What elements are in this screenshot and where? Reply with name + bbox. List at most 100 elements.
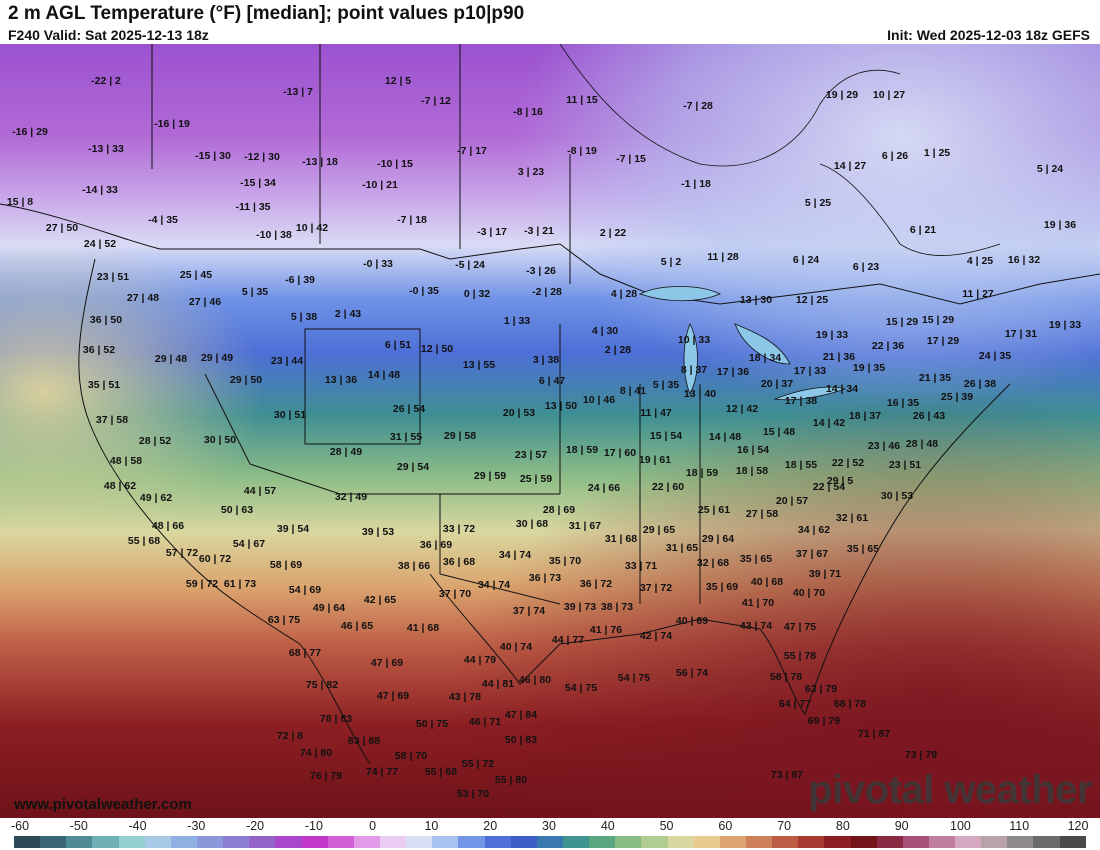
point-value-label: 69 | 79 [807,715,841,727]
colorbar-swatch [406,836,433,848]
point-value-label: 58 | 69 [269,559,303,571]
point-value-label: 83 | 88 [347,735,381,747]
colorbar-tick-label: -10 [304,819,323,833]
point-value-label: 17 | 33 [793,365,827,377]
colorbar-tick-label: 50 [659,819,674,833]
point-value-label: -3 | 21 [524,225,554,237]
init-time: Init: Wed 2025-12-03 18z GEFS [887,27,1090,43]
temperature-map: -22 | 2 -16 | 29 -13 | 33 -16 | 19 -13 | 7 12… [0,44,1100,818]
point-value-label: 8 | 41 [619,385,647,397]
point-value-label: 33 | 72 [442,523,476,535]
header: 2 m AGL Temperature (°F) [median]; point… [0,0,1100,44]
colorbar-swatch [641,836,668,848]
colorbar-swatch [144,836,171,848]
point-value-label: 5 | 25 [804,197,832,209]
point-value-label: 32 | 61 [835,512,869,524]
colorbar-swatch [66,836,93,848]
website-label: www.pivotalweather.com [14,796,192,813]
point-value-label: -11 | 35 [235,201,271,213]
point-value-label: 14 | 34 [825,383,859,395]
point-value-label: 32 | 49 [334,491,368,503]
point-value-label: 24 | 66 [587,482,621,494]
point-value-label: 74 | 80 [299,747,333,759]
colorbar-swatch [928,836,956,848]
great-lakes [638,286,847,401]
valid-time: F240 Valid: Sat 2025-12-13 18z [8,27,209,43]
point-value-label: -7 | 28 [683,100,713,112]
point-value-label: 29 | 65 [642,524,676,536]
point-value-label: 30 | 68 [515,518,549,530]
point-value-label: 36 | 72 [579,578,613,590]
point-value-label: 33 | 71 [624,560,658,572]
point-value-label: 46 | 71 [468,716,502,728]
colorbar-swatch [562,836,590,848]
point-value-label: 18 | 34 [748,352,782,364]
colorbar-swatch [1059,836,1086,848]
colorbar-tick-label: -50 [69,819,88,833]
point-value-label: 54 | 75 [564,682,598,694]
point-value-label: 50 | 83 [504,734,538,746]
point-value-label: -13 | 18 [302,156,338,168]
colorbar-swatch [458,836,485,848]
point-value-label: -13 | 7 [283,86,313,98]
point-value-label: 16 | 32 [1007,254,1041,266]
colorbar-tick-label: 80 [835,819,850,833]
colorbar-tick-label: 100 [950,819,971,833]
point-value-label: 19 | 61 [638,454,672,466]
point-value-label: 37 | 58 [95,414,129,426]
colorbar-swatch [719,836,746,848]
point-value-label: 44 | 81 [481,678,515,690]
point-value-label: -15 | 34 [240,177,276,189]
point-value-label: 38 | 66 [397,560,431,572]
point-value-label: 6 | 21 [909,224,937,236]
point-value-label: 25 | 45 [179,269,213,281]
colorbar-swatch [301,836,328,848]
point-value-label: 54 | 69 [288,584,322,596]
point-value-label: 34 | 74 [477,579,511,591]
point-value-label: 35 | 51 [87,379,121,391]
point-value-label: 17 | 36 [716,366,750,378]
point-value-label: -7 | 17 [457,145,487,157]
point-value-label: 44 | 77 [551,634,585,646]
point-value-label: 61 | 73 [223,578,257,590]
colorbar-swatch [745,836,773,848]
point-value-label: 44 | 79 [463,654,497,666]
point-value-label: 34 | 62 [797,524,831,536]
colorbar-swatch [902,836,929,848]
colorbar-swatch [589,836,616,848]
point-value-label: 17 | 60 [603,447,637,459]
point-value-label: 6 | 26 [881,150,909,162]
point-value-label: -16 | 19 [154,118,190,130]
point-value-label: 25 | 59 [519,473,553,485]
colorbar-swatch [876,836,903,848]
brand-logo-text: pivotal weather [808,768,1092,812]
colorbar-tick-label: 20 [483,819,498,833]
point-value-label: 39 | 54 [276,523,310,535]
point-value-label: 55 | 72 [461,758,495,770]
point-value-label: 6 | 51 [384,339,412,351]
point-value-label: 18 | 37 [848,410,882,422]
point-value-label: 24 | 35 [978,350,1012,362]
point-value-label: 19 | 35 [852,362,886,374]
colorbar-swatch [798,836,825,848]
point-value-label: 55 | 68 [127,535,161,547]
point-value-label: 29 | 54 [396,461,430,473]
colorbar-swatch [327,836,354,848]
point-value-label: 64 | 77 [778,698,812,710]
point-value-label: 0 | 32 [463,288,491,300]
point-value-label: 29 | 64 [701,533,735,545]
point-value-label: 4 | 25 [966,255,994,267]
point-value-label: 23 | 51 [888,459,922,471]
point-value-label: 2 | 22 [599,227,627,239]
point-value-label: 63 | 79 [804,683,838,695]
point-value-label: 40 | 68 [750,576,784,588]
point-value-label: 8 | 37 [680,364,708,376]
point-value-label: -2 | 28 [532,286,562,298]
colorbar-swatch [1007,836,1034,848]
point-value-label: 26 | 43 [912,410,946,422]
point-value-label: 11 | 15 [566,94,598,106]
point-value-label: 12 | 50 [420,343,454,355]
point-value-label: 10 | 42 [295,222,329,234]
point-value-label: -22 | 2 [91,75,121,87]
point-value-label: 15 | 29 [885,316,919,328]
